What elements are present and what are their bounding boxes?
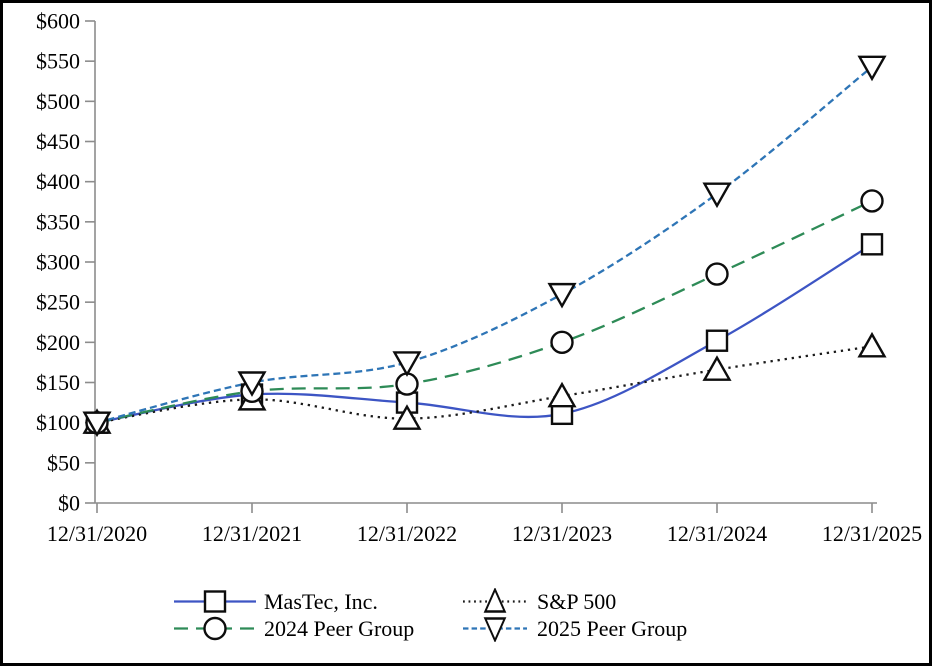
triangle-down-marker xyxy=(702,182,732,209)
legend-swatch-mastec-inc- xyxy=(174,590,256,613)
performance-chart: $0 $50 $100 $150 $200 $250 $300 $350 $400 $450 $50… xyxy=(36,9,922,547)
triangle-down-marker xyxy=(483,617,507,642)
legend-item-2024-peer-group: 2024 Peer Group xyxy=(174,615,463,642)
legend-swatch-2024-peer-group xyxy=(174,616,256,641)
y-tick-label: $450 xyxy=(36,129,80,154)
series-line-2025-peer-group xyxy=(96,65,873,424)
legend-label-2025-peer-group: 2025 Peer Group xyxy=(537,615,688,641)
x-tick-label: 12/31/2025 xyxy=(822,521,922,546)
triangle-up-marker xyxy=(547,381,577,408)
y-tick-label: $300 xyxy=(36,250,80,275)
triangle-down-marker xyxy=(82,411,112,438)
y-tick-label: $350 xyxy=(36,209,80,234)
legend-label-mastec-inc-: MasTec, Inc. xyxy=(264,588,378,614)
circle-marker xyxy=(860,189,884,213)
y-tick-label: $500 xyxy=(36,89,80,114)
legend-item-2025-peer-group: 2025 Peer Group xyxy=(463,615,687,642)
y-tick-label: $600 xyxy=(36,9,80,34)
x-tick-label: 12/31/2020 xyxy=(47,521,147,546)
x-tick-label: 12/31/2022 xyxy=(357,521,457,546)
triangle-up-marker xyxy=(483,588,507,613)
legend-item-mastec-inc-: MasTec, Inc. xyxy=(174,588,463,615)
x-tick-label: 12/31/2023 xyxy=(512,521,612,546)
legend-swatch-s-p-500 xyxy=(463,588,527,613)
legend-label-2024-peer-group: 2024 Peer Group xyxy=(264,615,415,641)
series-line-2024-peer-group xyxy=(96,199,873,424)
triangle-down-marker xyxy=(547,282,577,309)
y-tick-label: $150 xyxy=(36,370,80,395)
circle-marker xyxy=(550,330,574,355)
y-tick-label: $550 xyxy=(36,49,80,74)
series-line-s-p-500 xyxy=(96,345,873,424)
triangle-down-marker xyxy=(392,351,422,377)
triangle-up-marker xyxy=(392,404,422,430)
triangle-down-marker xyxy=(237,371,267,397)
series-line-mastec-inc- xyxy=(96,243,873,424)
circle-marker xyxy=(203,616,227,641)
legend-swatch-2025-peer-group xyxy=(463,617,527,642)
triangle-up-marker xyxy=(702,355,732,381)
legend-item-s-p-500: S&P 500 xyxy=(463,588,687,615)
y-tick-label: $0 xyxy=(58,491,80,516)
square-marker xyxy=(705,329,729,352)
triangle-up-marker xyxy=(857,331,887,358)
y-tick-label: $100 xyxy=(36,410,80,435)
triangle-down-marker xyxy=(857,55,887,82)
y-tick-label: $400 xyxy=(36,169,80,194)
circle-marker xyxy=(705,262,729,286)
square-marker xyxy=(860,233,884,256)
y-tick-label: $50 xyxy=(47,450,80,475)
chart-legend: MasTec, Inc. S&P 500 2024 Peer Group 2025 P… xyxy=(174,588,687,642)
legend-label-s-p-500: S&P 500 xyxy=(537,588,617,614)
y-tick-label: $200 xyxy=(36,330,80,355)
y-tick-label: $250 xyxy=(36,290,80,315)
x-tick-label: 12/31/2024 xyxy=(667,521,767,546)
square-marker xyxy=(203,590,227,613)
x-tick-label: 12/31/2021 xyxy=(202,521,302,546)
